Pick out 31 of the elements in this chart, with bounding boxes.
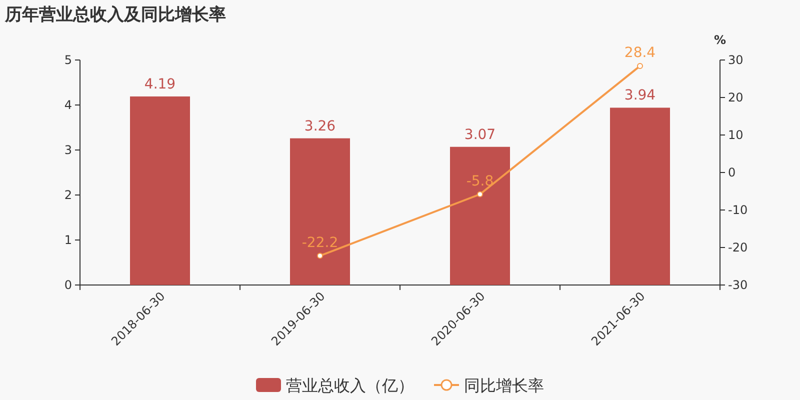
y2-tick-label: 20 [728, 90, 744, 104]
data-label: 3.07 [464, 126, 496, 143]
y2-tick-label: -20 [728, 240, 748, 254]
data-label: 28.4 [624, 45, 656, 61]
bar [610, 108, 670, 285]
data-label: -5.8 [466, 173, 494, 190]
y2-tick-label: -10 [728, 203, 748, 217]
chart-title: 历年营业总收入及同比增长率 [4, 5, 226, 25]
y-tick-label: 5 [64, 53, 72, 67]
bar [450, 146, 510, 285]
data-label: 3.26 [304, 118, 336, 134]
data-label: 3.94 [624, 88, 656, 104]
y-tick-label: 2 [64, 188, 72, 202]
y-tick-label: 0 [64, 278, 72, 292]
y2-tick-label: -30 [728, 278, 748, 292]
bar [130, 96, 190, 285]
y-tick-label: 3 [64, 143, 72, 157]
y-tick-label: 4 [64, 98, 72, 112]
bar [290, 138, 350, 285]
y2-tick-label: 30 [728, 53, 744, 67]
point [477, 191, 483, 198]
data-label: -22.2 [302, 234, 338, 251]
y2-axis-title: % [714, 33, 726, 47]
y2-tick-label: 10 [728, 128, 744, 142]
point [637, 63, 643, 69]
data-label: 4.19 [144, 76, 176, 92]
point [317, 252, 323, 259]
y2-tick-label: 0 [728, 166, 736, 180]
legend-label: 同比增长率 [464, 376, 544, 395]
y-tick-label: 1 [64, 233, 72, 247]
legend-label: 营业总收入（亿） [286, 376, 414, 395]
